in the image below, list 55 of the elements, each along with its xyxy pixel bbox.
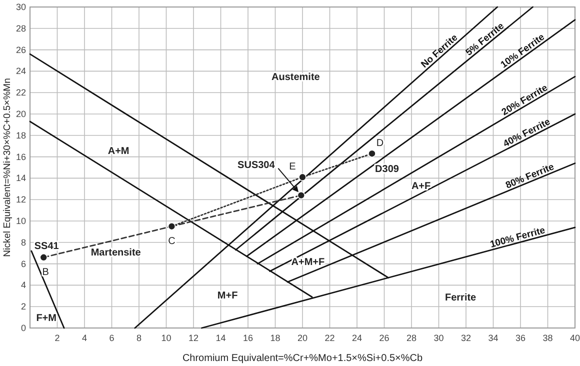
x-tick-label: 30 bbox=[434, 333, 444, 343]
x-tick-label: 40 bbox=[570, 333, 580, 343]
annotation: A+M+F bbox=[291, 257, 325, 268]
text: 80% Ferrite bbox=[504, 162, 556, 192]
annotation: SUS304 bbox=[238, 160, 276, 171]
x-tick-label: 20 bbox=[297, 333, 308, 343]
x-tick-label: 12 bbox=[188, 333, 199, 343]
x-tick-label: 24 bbox=[352, 333, 362, 343]
annotation: D309 bbox=[375, 164, 400, 176]
x-tick-label: 38 bbox=[542, 333, 553, 343]
x-tick-label: 32 bbox=[460, 333, 472, 343]
x-tick-label: 8 bbox=[136, 333, 142, 343]
x-tick-label: 22 bbox=[324, 333, 335, 343]
x-tick-label: 2 bbox=[54, 333, 60, 343]
x-tick-label: 34 bbox=[488, 333, 498, 343]
annotation: C bbox=[168, 236, 176, 247]
x-tick-label: 14 bbox=[216, 333, 226, 343]
annotation: D bbox=[376, 138, 384, 150]
x-tick-label: 6 bbox=[109, 333, 114, 343]
annotation: A+F bbox=[411, 181, 431, 192]
x-tick-label: 26 bbox=[379, 333, 390, 343]
y-tick-label: 14 bbox=[16, 173, 26, 184]
annotation: M+F bbox=[217, 290, 238, 302]
y-tick-label: 22 bbox=[16, 88, 26, 98]
annotation: Ferrite bbox=[444, 292, 477, 304]
annotation: Austemite bbox=[272, 72, 320, 84]
x-tick-label: 4 bbox=[82, 333, 88, 343]
y-axis-title: Nickel Equivalent=%Ni+30×%C+0.5×%Mn bbox=[2, 78, 13, 257]
annotation: F+M bbox=[36, 312, 56, 324]
y-tick-label: 12 bbox=[16, 194, 26, 205]
y-tick-label: 0 bbox=[20, 323, 26, 333]
x-tick-label: 10 bbox=[161, 333, 172, 343]
y-tick-label: 6 bbox=[20, 258, 26, 269]
y-tick-label: 26 bbox=[16, 44, 26, 55]
y-tick-label: 10 bbox=[16, 216, 26, 226]
annotation: Martensite bbox=[90, 248, 142, 259]
y-tick-label: 8 bbox=[20, 237, 26, 248]
y-tick-label: 16 bbox=[16, 152, 26, 162]
y-tick-label: 18 bbox=[16, 130, 26, 140]
y-tick-label: 4 bbox=[20, 280, 26, 290]
annotation: A+M bbox=[108, 146, 130, 157]
annotation: E bbox=[289, 162, 296, 173]
y-tick-label: 28 bbox=[16, 23, 26, 34]
x-tick-label: 28 bbox=[406, 333, 417, 343]
x-tick-label: 16 bbox=[242, 333, 254, 343]
text: 100% Ferrite bbox=[488, 225, 546, 250]
y-tick-label: 20 bbox=[16, 109, 26, 119]
x-tick-label: 36 bbox=[515, 333, 526, 343]
annotation: SS41 bbox=[34, 240, 60, 252]
annotation: B bbox=[42, 266, 50, 278]
y-tick-label: 30 bbox=[16, 2, 26, 12]
y-tick-label: 2 bbox=[20, 302, 26, 312]
x-tick-label: 18 bbox=[270, 333, 280, 343]
x-axis-title: Chromium Equivalent=%Cr+%Mo+1.5×%Si+0.5×%Cb bbox=[182, 353, 423, 364]
y-tick-label: 24 bbox=[16, 66, 26, 76]
